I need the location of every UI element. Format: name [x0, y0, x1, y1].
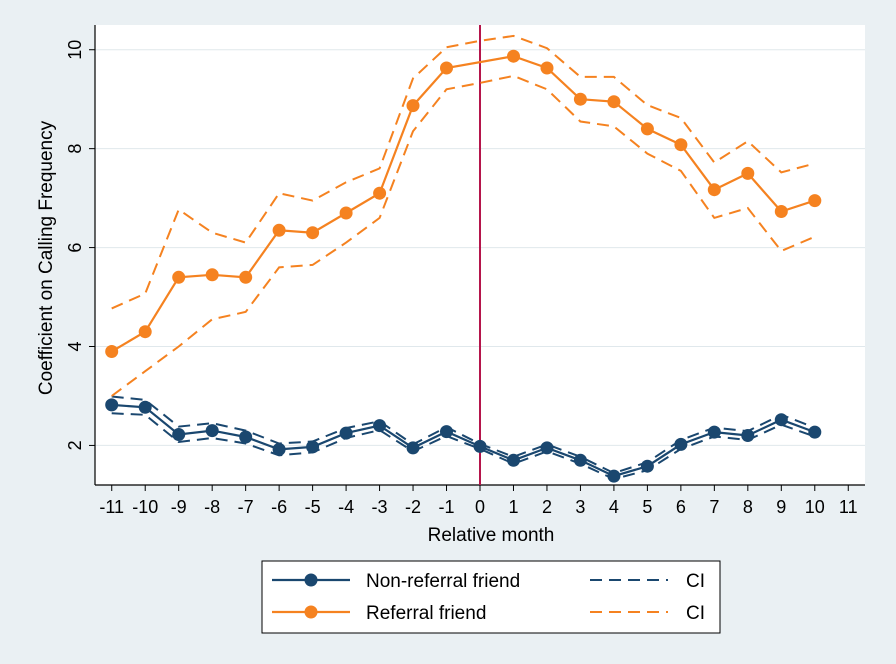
- data-point: [339, 426, 353, 440]
- x-tick-label: 9: [776, 497, 786, 517]
- x-tick-label: -1: [439, 497, 455, 517]
- series-line: [111, 403, 816, 478]
- legend-label: Non-referral friend: [366, 571, 520, 592]
- x-tick-label: 7: [709, 497, 719, 517]
- ci-lower-line: [111, 412, 816, 481]
- data-point: [808, 425, 822, 439]
- x-tick-label: -3: [372, 497, 388, 517]
- data-point: [674, 138, 688, 152]
- data-point: [473, 439, 487, 453]
- data-point: [172, 270, 186, 284]
- data-point: [507, 453, 520, 467]
- x-tick-label: 2: [542, 497, 552, 517]
- x-axis-label: Relative month: [428, 525, 555, 546]
- data-point: [573, 92, 587, 106]
- data-point: [640, 459, 654, 473]
- data-point: [105, 345, 119, 358]
- data-point: [607, 469, 621, 483]
- data-point: [406, 99, 420, 113]
- x-tick-label: -9: [171, 497, 187, 517]
- x-tick-label: 0: [475, 497, 485, 517]
- data-point: [507, 49, 520, 63]
- data-point: [239, 430, 253, 444]
- x-tick-label: 5: [642, 497, 652, 517]
- ci-upper-line: [111, 395, 816, 475]
- legend-item-1: CI: [590, 571, 705, 592]
- legend-label: Referral friend: [366, 603, 486, 624]
- data-point: [707, 425, 721, 439]
- x-tick-label: 11: [839, 497, 858, 517]
- x-tick-label: 6: [676, 497, 686, 517]
- y-tick-label: 2: [65, 440, 85, 450]
- legend-label: CI: [686, 603, 705, 624]
- ci-upper-line: [111, 34, 816, 310]
- data-point: [373, 186, 387, 200]
- data-point: [339, 206, 353, 220]
- data-point: [272, 442, 286, 456]
- x-tick-label: -10: [132, 497, 158, 517]
- data-point: [774, 205, 788, 218]
- data-point: [105, 398, 119, 412]
- data-point: [406, 441, 420, 455]
- data-point: [205, 268, 219, 282]
- data-point: [540, 441, 554, 455]
- x-tick-label: -11: [99, 497, 124, 517]
- x-tick-label: 10: [805, 497, 825, 517]
- x-tick-label: 4: [609, 497, 619, 517]
- series-nonref: [105, 395, 822, 483]
- data-point: [808, 194, 822, 208]
- y-tick-label: 8: [65, 144, 85, 154]
- data-point: [573, 453, 587, 467]
- x-tick-label: 3: [575, 497, 585, 517]
- data-point: [306, 226, 320, 240]
- ci-lower-line: [111, 74, 816, 397]
- x-tick-label: -8: [204, 497, 220, 517]
- data-point: [674, 437, 688, 451]
- legend: Non-referral friend CI Referral friend CI: [261, 560, 721, 634]
- data-point: [272, 223, 286, 237]
- x-tick-label: 1: [508, 497, 518, 517]
- x-tick-label: -6: [271, 497, 287, 517]
- data-point: [440, 61, 453, 75]
- data-point: [306, 440, 320, 454]
- y-tick-label: 10: [65, 40, 85, 60]
- data-point: [540, 61, 554, 75]
- data-point: [741, 166, 755, 180]
- data-point: [640, 122, 654, 136]
- series-layer: [105, 34, 822, 483]
- x-tick-label: -2: [405, 497, 421, 517]
- y-tick-label: 6: [65, 243, 85, 253]
- y-axis-label: Coefficient on Calling Frequency: [36, 120, 57, 395]
- data-point: [774, 413, 788, 427]
- series-ref: [105, 34, 822, 397]
- legend-swatch-marker: [304, 573, 318, 587]
- data-point: [239, 270, 253, 284]
- data-point: [607, 95, 621, 109]
- data-point: [172, 428, 186, 441]
- data-point: [138, 325, 152, 339]
- data-point: [373, 419, 387, 433]
- data-point: [205, 424, 219, 438]
- legend-item-2: Referral friend: [272, 603, 486, 624]
- legend-box: [261, 560, 721, 634]
- data-point: [440, 425, 453, 439]
- legend-item-0: Non-referral friend: [272, 571, 520, 592]
- y-tick-label: 4: [65, 341, 85, 351]
- data-point: [741, 429, 755, 442]
- x-tick-label: -4: [338, 497, 354, 517]
- data-point: [707, 183, 721, 197]
- x-tick-label: 8: [743, 497, 753, 517]
- data-point: [138, 400, 152, 414]
- legend-label: CI: [686, 571, 705, 592]
- legend-item-3: CI: [590, 603, 705, 624]
- x-tick-label: -5: [305, 497, 321, 517]
- x-tick-label: -7: [238, 497, 254, 517]
- legend-swatch-marker: [304, 605, 318, 619]
